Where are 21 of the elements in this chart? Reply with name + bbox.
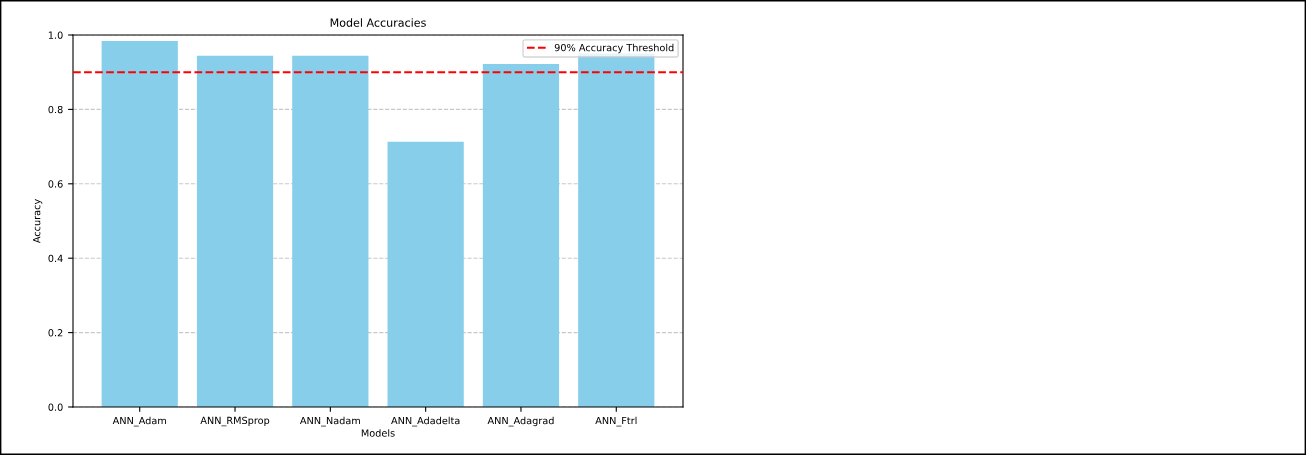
x-tick-label: ANN_Adagrad xyxy=(487,416,554,427)
chart-title: Model Accuracies xyxy=(330,18,426,27)
x-tick-label: ANN_Adadelta xyxy=(391,416,460,427)
bar xyxy=(387,141,464,407)
x-tick-label: ANN_Ftrl xyxy=(595,416,637,427)
y-tick-label: 1.0 xyxy=(48,31,63,39)
x-tick-label: ANN_Nadam xyxy=(299,416,360,427)
y-axis-title: Accuracy xyxy=(33,199,43,244)
x-tick-label: ANN_RMSprop xyxy=(200,416,270,427)
bar xyxy=(196,55,274,407)
bar xyxy=(482,64,560,407)
y-tick-label: 0.8 xyxy=(48,105,63,114)
legend-label: 90% Accuracy Threshold xyxy=(554,43,674,54)
y-tick-label: 0.6 xyxy=(48,180,63,188)
x-tick-label: ANN_Adam xyxy=(112,416,166,427)
bar xyxy=(101,40,178,407)
y-tick-label: 0.0 xyxy=(48,403,63,411)
bar xyxy=(292,55,369,407)
y-tick-label: 0.4 xyxy=(48,254,63,263)
x-axis-title: Models xyxy=(361,429,395,437)
y-tick-label: 0.2 xyxy=(48,329,63,337)
